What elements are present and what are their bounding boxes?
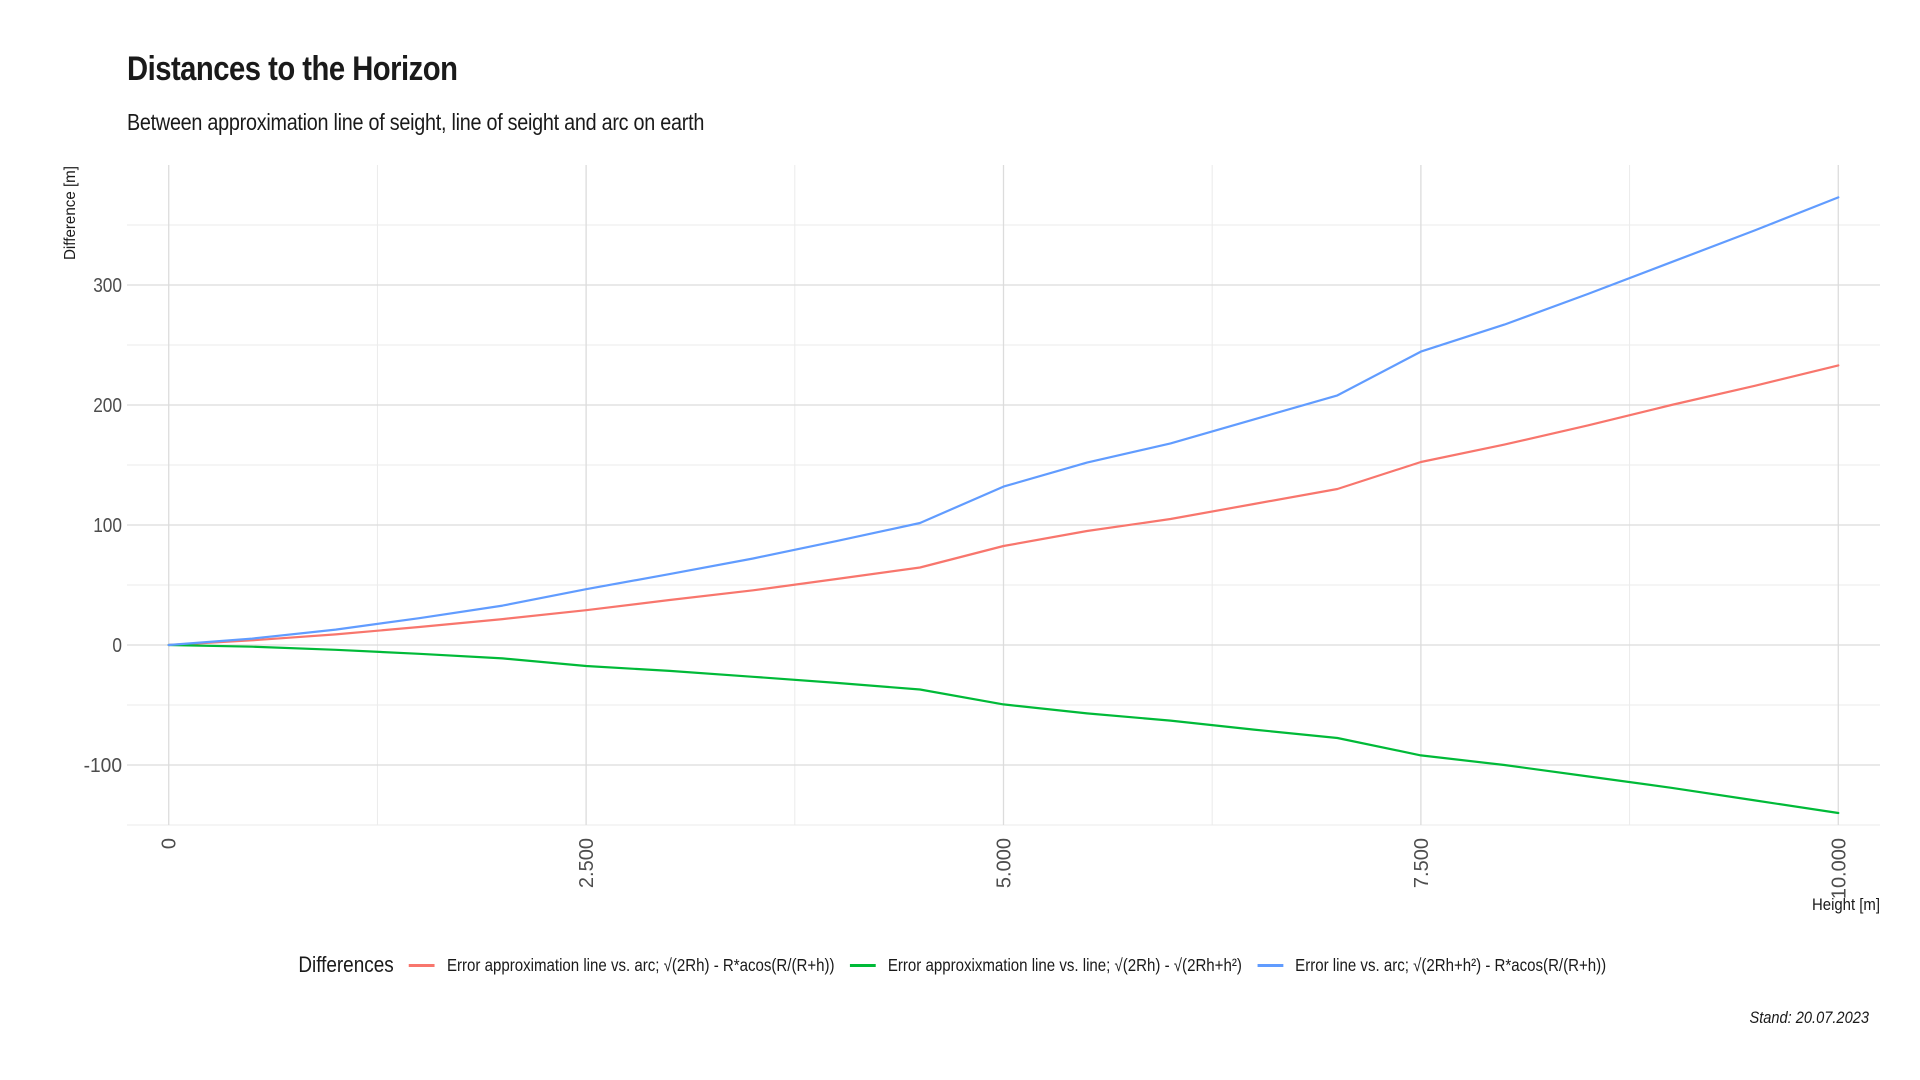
legend-item-series-3: Error line vs. arc; √(2Rh+h²) - R*acos(R… xyxy=(1257,955,1606,976)
y-tick-label-3: 200 xyxy=(93,395,122,417)
x-axis-title: Height [m] xyxy=(1812,895,1880,914)
legend-label-series-3: Error line vs. arc; √(2Rh+h²) - R*acos(R… xyxy=(1295,954,1607,975)
x-tick-label-3: 7.500 xyxy=(1411,838,1433,888)
legend: Differences Error approximation line vs.… xyxy=(134,948,1785,982)
x-tick-label-1: 2.500 xyxy=(576,838,598,888)
legend-key-series-2 xyxy=(850,963,876,967)
legend-key-series-1 xyxy=(409,963,435,967)
legend-label-series-2: Error approxixmation line vs. line; √(2R… xyxy=(887,954,1242,975)
y-tick-label-4: 300 xyxy=(93,275,122,297)
chart-title: Distances to the Horizon xyxy=(127,50,458,88)
series-line-1 xyxy=(167,364,1840,647)
series-line-3 xyxy=(167,196,1840,647)
legend-label-series-1: Error approximation line vs. arc; √(2Rh)… xyxy=(446,954,835,975)
legend-item-series-1: Error approximation line vs. arc; √(2Rh)… xyxy=(409,954,835,976)
x-tick-label-0: 0 xyxy=(159,838,181,849)
y-tick-label-1: 0 xyxy=(112,635,122,657)
series-line-2 xyxy=(167,643,1840,815)
legend-key-series-3 xyxy=(1257,963,1284,967)
x-tick-label-4: 10.000 xyxy=(1828,838,1850,899)
y-tick-label-0: -100 xyxy=(84,755,122,777)
chart-caption: Stand: 20.07.2023 xyxy=(1749,1008,1869,1027)
x-tick-label-2: 5.000 xyxy=(994,838,1016,888)
y-tick-label-2: 100 xyxy=(93,515,122,537)
legend-item-series-2: Error approxixmation line vs. line; √(2R… xyxy=(850,955,1242,976)
legend-title: Differences xyxy=(298,952,394,977)
chart-subtitle: Between approximation line of seight, li… xyxy=(127,109,705,135)
y-axis-title: Difference [m] xyxy=(62,166,79,260)
